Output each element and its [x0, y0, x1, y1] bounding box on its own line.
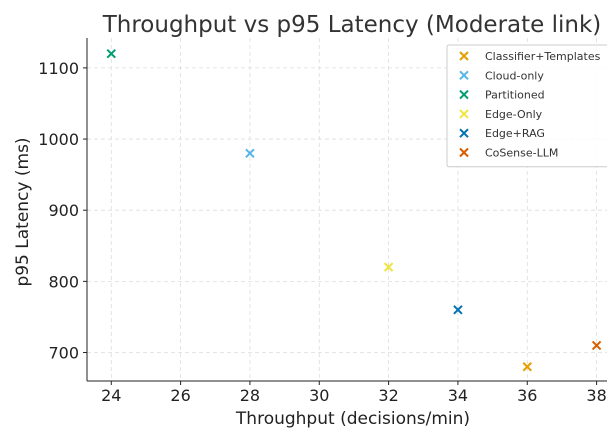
legend-box — [446, 44, 607, 168]
axes — [86, 38, 607, 382]
y-ticks: 700 800 900 1000 1100 — [38, 59, 87, 363]
legend-marker — [459, 89, 469, 100]
y-tick-label: 700 — [48, 344, 79, 363]
data-points — [106, 48, 602, 372]
legend: Classifier+Templates Cloud-only Partitione… — [446, 44, 607, 168]
legend-label: CoSense-LLM — [485, 147, 558, 160]
y-tick-label: 1100 — [38, 59, 79, 78]
y-axis-label: p95 Latency (ms) — [13, 137, 33, 286]
x-tick-label: 26 — [170, 386, 190, 405]
x-tick-label: 34 — [448, 386, 468, 405]
x-tick-label: 28 — [240, 386, 260, 405]
legend-marker — [459, 128, 469, 138]
legend-marker — [459, 51, 469, 61]
data-point — [106, 48, 116, 59]
legend-marker — [459, 109, 469, 119]
chart-title: Throughput vs p95 Latency (Moderate link… — [102, 12, 602, 38]
legend-marker — [459, 147, 469, 158]
data-point — [591, 340, 602, 351]
y-tick-label: 900 — [48, 201, 79, 220]
x-ticks: 24 26 28 30 32 34 36 38 — [101, 381, 607, 405]
x-tick-label: 24 — [101, 386, 121, 405]
data-point — [522, 362, 532, 372]
data-point — [453, 305, 463, 315]
x-tick-label: 30 — [309, 386, 329, 405]
x-tick-label: 36 — [517, 386, 537, 405]
data-point — [383, 262, 394, 272]
x-tick-label: 38 — [586, 386, 606, 405]
x-axis-label: Throughput (decisions/min) — [235, 409, 470, 429]
legend-label: Classifier+Templates — [485, 50, 601, 63]
y-tick-label: 1000 — [38, 130, 79, 149]
x-tick-label: 32 — [378, 386, 398, 405]
legend-label: Edge-Only — [485, 108, 543, 121]
data-point — [245, 148, 255, 158]
legend-label: Edge+RAG — [485, 127, 545, 140]
legend-label: Cloud-only — [485, 69, 544, 82]
legend-marker — [459, 70, 469, 81]
grid — [87, 38, 607, 381]
legend-label: Partitioned — [485, 89, 545, 102]
y-tick-label: 800 — [48, 272, 79, 291]
